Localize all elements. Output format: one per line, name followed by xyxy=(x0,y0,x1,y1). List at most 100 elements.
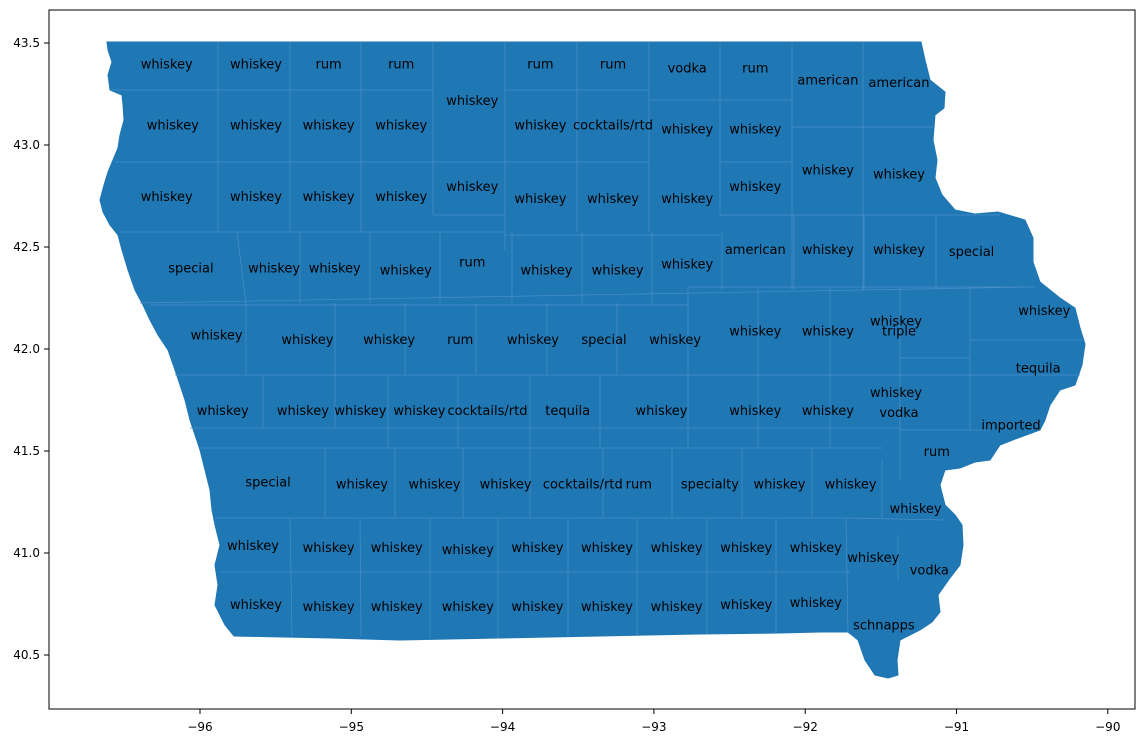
county-label: whiskey xyxy=(230,598,282,613)
county-label: whiskey xyxy=(227,539,279,554)
county-label: whiskey xyxy=(890,502,942,517)
county-label: whiskey xyxy=(873,168,925,183)
county-label: whiskey xyxy=(230,57,282,72)
county-label: rum xyxy=(742,62,768,77)
x-tick-label: −94 xyxy=(490,720,515,734)
y-tick-label: 40.5 xyxy=(13,648,40,662)
county-label: special xyxy=(245,476,290,491)
county-label: whiskey xyxy=(635,404,687,419)
county-label: special xyxy=(949,245,994,260)
county-label: whiskey xyxy=(380,263,432,278)
plot-frame xyxy=(48,9,1136,710)
county-label: whiskey xyxy=(336,478,388,493)
county-label: whiskey xyxy=(375,190,427,205)
x-axis: −96 −95 −94 −93 −92 −91 −90 xyxy=(187,709,1120,734)
county-label: whiskey xyxy=(520,263,572,278)
county-label: whiskey xyxy=(514,119,566,134)
county-label: whiskey xyxy=(790,541,842,556)
county-label: whiskey xyxy=(720,541,772,556)
county-label: american xyxy=(869,76,930,91)
county-label: whiskey xyxy=(729,404,781,419)
county-label: whiskey xyxy=(661,123,713,138)
county-label: whiskey xyxy=(230,190,282,205)
county-label: whiskey xyxy=(363,333,415,348)
county-label: whiskey xyxy=(309,261,361,276)
y-tick-label: 41.5 xyxy=(13,444,40,458)
county-label: whiskey xyxy=(661,257,713,272)
county-label: whiskey xyxy=(873,243,925,258)
county-label: whiskey xyxy=(847,551,899,566)
county-line xyxy=(110,89,1000,236)
x-tick-label: −95 xyxy=(339,720,364,734)
iowa-state-shape xyxy=(99,41,1086,679)
county-label: special xyxy=(581,333,626,348)
county-label: whiskey xyxy=(442,543,494,558)
county-borders xyxy=(110,42,1082,638)
county-line xyxy=(262,375,883,518)
county-label: imported xyxy=(981,419,1040,434)
county-label: whiskey xyxy=(303,541,355,556)
county-label: whiskey xyxy=(729,180,781,195)
y-axis: 43.5 43.0 42.5 42.0 41.5 41.0 40.5 xyxy=(13,36,49,662)
county-label: rum xyxy=(924,445,950,460)
county-label: whiskey xyxy=(581,541,633,556)
county-label: whiskey xyxy=(141,57,193,72)
x-tick-label: −91 xyxy=(944,720,969,734)
county-label: tequila xyxy=(545,404,590,419)
county-label: rum xyxy=(388,57,414,72)
county-label: whiskey xyxy=(408,478,460,493)
county-label: whiskey xyxy=(661,192,713,207)
y-tick-label: 42.5 xyxy=(13,240,40,254)
county-label: whiskey xyxy=(514,192,566,207)
x-tick-label: −93 xyxy=(641,720,666,734)
x-tick-label: −96 xyxy=(187,720,212,734)
county-label: american xyxy=(797,74,858,89)
county-label: whiskey xyxy=(753,478,805,493)
x-tick-label: −92 xyxy=(793,720,818,734)
county-label: whiskey xyxy=(230,119,282,134)
county-label: whiskey xyxy=(651,600,703,615)
county-label: whiskey xyxy=(141,190,193,205)
y-tick-label: 41.0 xyxy=(13,546,40,560)
county-label: rum xyxy=(626,478,652,493)
county-label: whiskey xyxy=(790,596,842,611)
county-label: whiskey xyxy=(303,119,355,134)
county-label: whiskey xyxy=(870,386,922,401)
county-label: whiskey xyxy=(729,325,781,340)
county-label: whiskey xyxy=(303,190,355,205)
y-tick-label: 43.5 xyxy=(13,36,40,50)
county-labels: whiskey whiskey rum rum rum rum vodka rum americ… xyxy=(141,57,1071,633)
county-label: whiskey xyxy=(191,329,243,344)
county-label: whiskey xyxy=(802,325,854,340)
county-label: special xyxy=(168,261,213,276)
county-line xyxy=(245,287,971,480)
county-label: whiskey xyxy=(371,600,423,615)
county-label: whiskey xyxy=(825,478,877,493)
county-label: whiskey xyxy=(375,119,427,134)
county-label: whiskey xyxy=(446,94,498,109)
county-label: whiskey xyxy=(581,600,633,615)
y-tick-label: 43.0 xyxy=(13,138,40,152)
county-label: specialty xyxy=(681,478,739,493)
county-label: cocktails/rtd xyxy=(573,119,653,134)
county-line xyxy=(217,42,864,290)
county-label: cocktails/rtd xyxy=(448,404,528,419)
county-line xyxy=(139,286,1082,573)
county-label: rum xyxy=(315,57,341,72)
county-label: whiskey xyxy=(592,263,644,278)
county-line xyxy=(289,517,899,638)
county-label: whiskey xyxy=(277,404,329,419)
county-label: whiskey xyxy=(802,164,854,179)
county-label: whiskey xyxy=(442,600,494,615)
county-label: whiskey xyxy=(334,404,386,419)
county-label: vodka xyxy=(910,563,949,578)
county-label: cocktails/rtd xyxy=(543,478,623,493)
county-label: rum xyxy=(600,57,626,72)
county-label: whiskey xyxy=(587,192,639,207)
county-line xyxy=(236,215,937,304)
county-label: whiskey xyxy=(802,404,854,419)
county-label: schnapps xyxy=(853,618,915,633)
county-label: whiskey xyxy=(281,333,333,348)
county-label: whiskey xyxy=(507,333,559,348)
